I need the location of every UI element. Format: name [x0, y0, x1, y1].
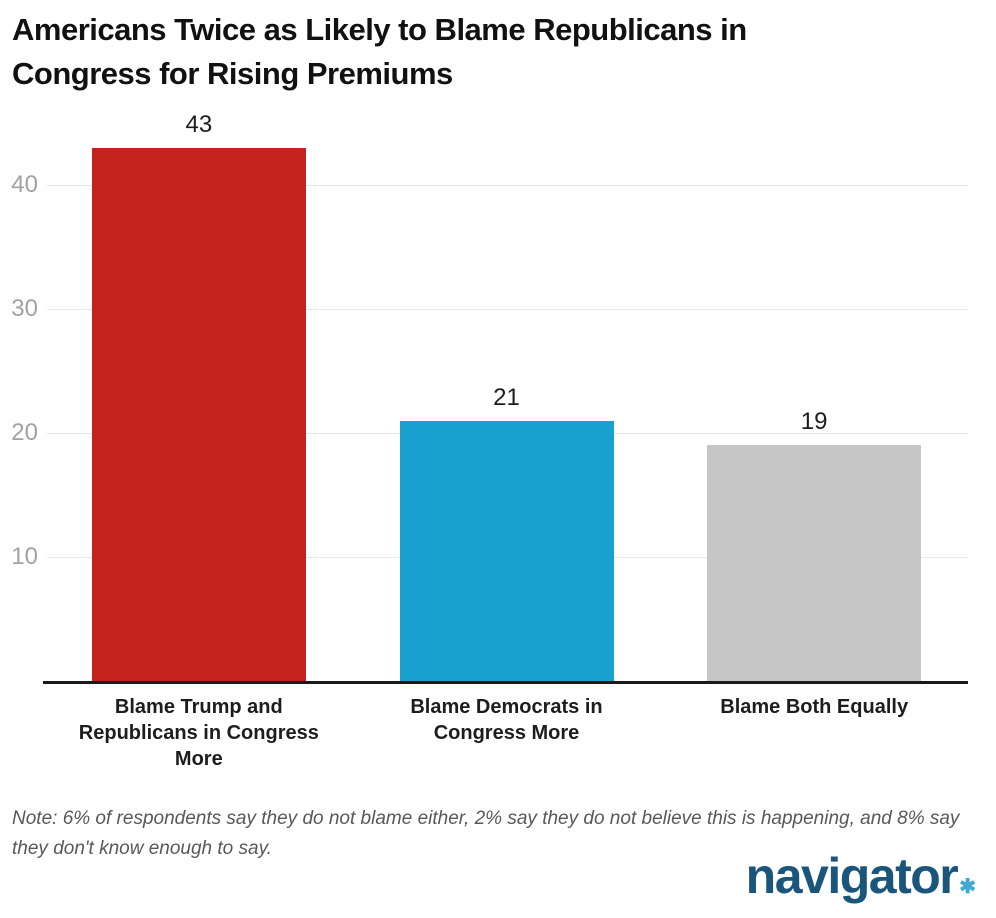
value-label-2: 21 — [493, 383, 520, 411]
page-title-line-1: Americans Twice as Likely to Blame Repub… — [12, 12, 747, 47]
page-title: Americans Twice as Likely to Blame Repub… — [12, 8, 972, 96]
navigator-logo-text: navigator — [745, 848, 959, 904]
gridline-30 — [47, 309, 968, 310]
y-tick-label-10: 10 — [11, 543, 38, 570]
plot-area: 10 20 30 40 43 21 19 — [11, 111, 968, 681]
y-tick-label-30: 30 — [11, 295, 38, 322]
bar-2 — [399, 420, 614, 681]
category-label-3: Blame Both Equally — [720, 696, 909, 718]
navigator-logo-star-icon: ✱ — [959, 876, 976, 898]
x-axis-labels: Blame Trump and Republicans in Congress … — [45, 694, 968, 794]
y-tick-label-20: 20 — [11, 419, 38, 446]
gridline-40 — [47, 185, 968, 186]
category-label-2: Blame Democrats in Congress More — [410, 696, 603, 744]
category-label-1: Blame Trump and Republicans in Congress … — [78, 696, 319, 770]
value-label-3: 19 — [800, 408, 828, 436]
bar-3 — [707, 445, 922, 681]
footnote: Note: 6% of respondents say they do not … — [12, 808, 960, 859]
page-title-line-2: Congress for Rising Premiums — [12, 56, 453, 91]
y-tick-label-40: 40 — [11, 171, 38, 198]
x-axis-line — [43, 681, 968, 684]
value-label-1: 43 — [185, 110, 213, 138]
bar-1 — [91, 147, 306, 681]
navigator-logo: navigator ✱ — [746, 848, 976, 915]
